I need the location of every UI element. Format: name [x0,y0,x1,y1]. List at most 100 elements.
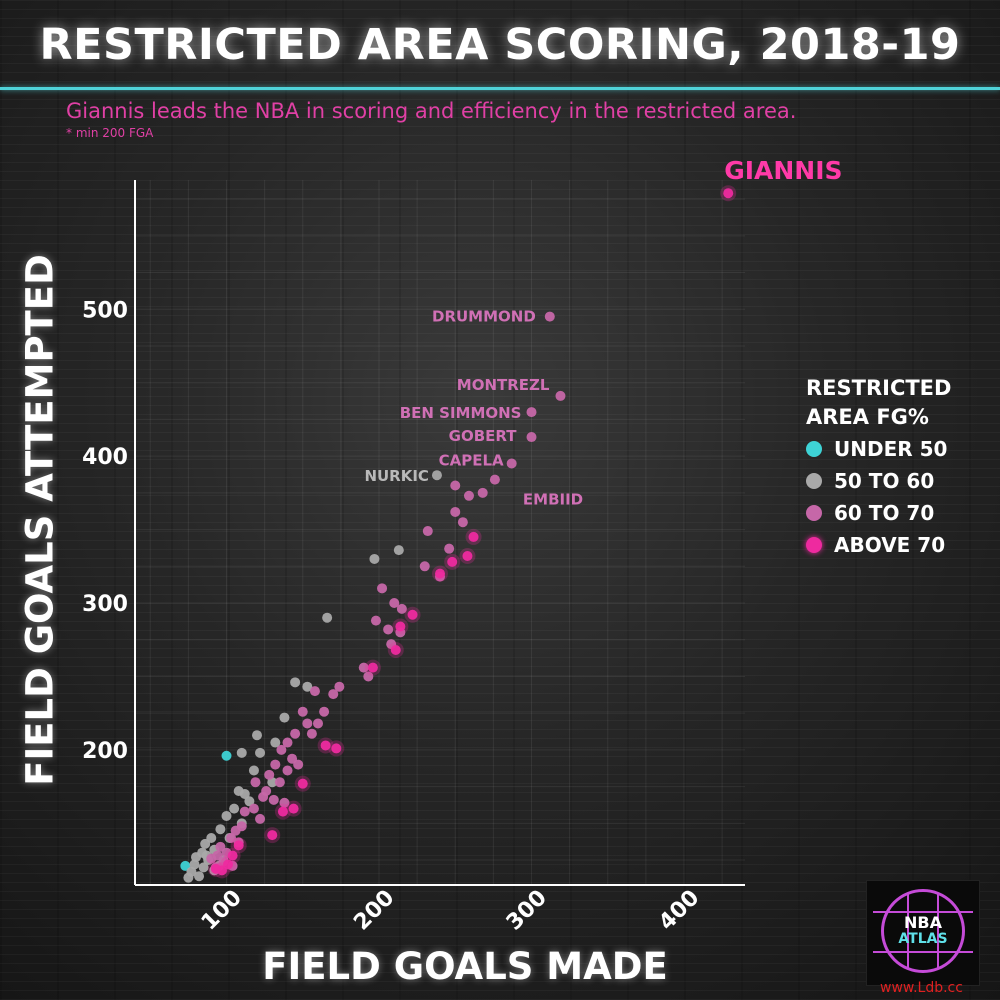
chart-note: * min 200 FGA [66,126,154,140]
annotation-label: GIANNIS [724,156,842,185]
data-point [331,743,342,754]
data-point [250,777,261,788]
data-point [477,487,488,498]
data-point [227,850,238,861]
data-point [290,677,301,688]
data-point [435,568,445,579]
data-point [293,759,304,770]
data-point [302,718,313,729]
data-point [447,556,458,567]
data-point [290,728,301,739]
data-point [239,806,250,817]
annotation-label: BEN SIMMONS [400,404,522,422]
data-point [277,806,288,817]
legend-title-line1: RESTRICTED [806,376,952,400]
data-point [462,551,473,561]
data-point [358,662,369,673]
data-point [221,750,232,761]
chart-title: RESTRICTED AREA SCORING, 2018-19 [39,20,961,70]
data-point [230,825,241,836]
data-point [544,311,555,322]
data-point [306,728,317,739]
data-point [334,681,345,692]
data-point [309,686,320,697]
logo-text-atlas: ATLAS [898,931,948,947]
data-point [322,612,333,623]
data-point [255,813,266,824]
data-point [367,662,378,673]
data-point [506,458,517,469]
data-point [233,840,244,851]
x-tick-label: 100 [197,885,247,935]
legend-item-60-to-70: 60 TO 70 [806,498,951,528]
data-point [274,777,285,788]
data-point [313,718,323,729]
data-point [320,740,331,751]
y-tick-label: 500 [82,298,128,323]
data-point [319,706,330,717]
data-point [244,796,255,807]
data-point [389,598,400,608]
watermark: www.Ldb.cc [880,980,963,996]
data-point [369,553,380,564]
legend-label-under-50: UNDER 50 [834,437,948,461]
legend-title-line2: AREA FG% [806,405,929,429]
legend-dot-above-70 [806,537,822,553]
data-point [255,747,266,758]
data-point [422,526,433,537]
legend-dot-60-to-70 [806,505,822,521]
axis-layer [134,180,745,886]
data-point [248,803,259,814]
data-point [370,615,381,626]
data-point [252,730,262,741]
x-tick-label: 200 [349,885,399,935]
data-point [390,645,401,655]
title-divider [0,87,1000,90]
annotation-label: NURKIC [364,467,429,485]
y-tick-label: 200 [82,739,128,764]
data-point [239,788,250,799]
logo-globe-line [873,911,973,913]
data-point [395,621,406,632]
legend-item-under-50: UNDER 50 [806,434,951,464]
x-tick-label: 400 [654,885,704,935]
x-tick-label: 300 [502,885,552,935]
legend-label-60-to-70: 60 TO 70 [834,501,935,525]
data-point [215,824,226,835]
data-point [383,624,394,635]
data-point [377,583,388,594]
data-point [457,517,468,528]
annotation-label: GOBERT [449,427,518,445]
data-point [264,769,275,780]
data-point [297,706,308,717]
data-point [723,188,734,199]
data-point [270,759,281,770]
data-point [419,561,430,572]
data-point [229,803,240,814]
data-point [444,543,455,554]
logo-globe-line [907,893,909,969]
data-point [276,744,287,755]
logo-globe-line [873,951,973,953]
data-point [555,390,566,401]
y-tick-label: 400 [82,445,128,470]
data-point [302,681,313,692]
annotation-label: MONTREZL [457,376,550,394]
data-point [282,765,293,776]
legend-label-50-to-60: 50 TO 60 [834,469,935,493]
data-point [268,794,279,805]
legend-item-50-to-60: 50 TO 60 [806,466,951,496]
data-point [210,863,221,874]
data-point [258,791,269,802]
data-point [328,689,339,700]
data-point [297,778,308,789]
tick-label-layer: 200 300 400 500 100 200 300 400 [82,298,704,935]
data-point [282,737,293,748]
data-point [267,830,278,841]
chart-subtitle: Giannis leads the NBA in scoring and eff… [66,99,797,123]
data-point [450,506,461,517]
logo-globe-line [937,893,939,969]
annotation-layer: GIANNIS DRUMMOND MONTREZL BEN SIMMONS GOBERT… [364,156,842,508]
data-point [468,531,479,542]
data-point [288,803,299,814]
